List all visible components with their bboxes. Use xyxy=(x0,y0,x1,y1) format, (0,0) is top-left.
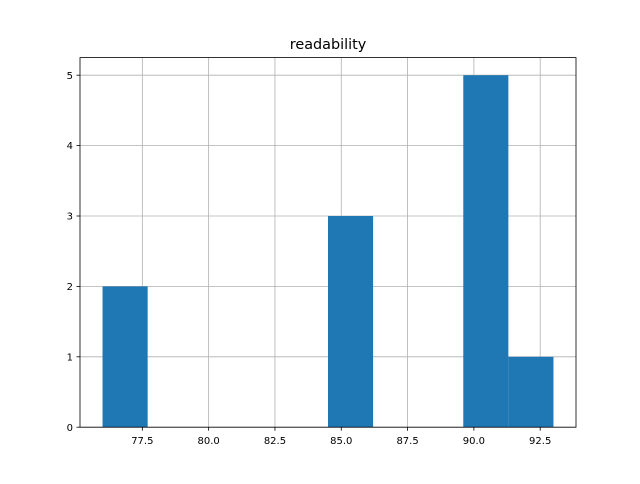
x-tick-label: 82.5 xyxy=(264,436,286,447)
y-tick-label: 4 xyxy=(67,141,73,152)
histogram-bar xyxy=(102,286,148,428)
x-tick-label: 90.0 xyxy=(463,436,485,447)
x-tick-label: 87.5 xyxy=(396,436,418,447)
histogram-bars xyxy=(102,75,554,428)
x-tick-label: 77.5 xyxy=(131,436,153,447)
y-tick-label: 0 xyxy=(67,423,73,434)
chart-title: readability xyxy=(290,37,367,53)
plot-frame xyxy=(79,57,577,428)
y-tick-label: 1 xyxy=(67,352,73,363)
y-tick-label: 2 xyxy=(67,282,73,293)
histogram-bar xyxy=(328,216,374,428)
histogram-bar xyxy=(463,75,509,428)
histogram-bar xyxy=(508,356,554,428)
y-tick-label: 5 xyxy=(67,71,73,82)
x-tick-label: 92.5 xyxy=(529,436,551,447)
x-axis-ticks: 77.5 80.0 82.5 85.0 87.5 90.0 92.5 xyxy=(131,427,551,447)
x-tick-label: 80.0 xyxy=(198,436,220,447)
y-tick-label: 3 xyxy=(67,212,73,223)
y-axis-ticks: 0 1 2 3 4 5 xyxy=(67,71,80,434)
x-tick-label: 85.0 xyxy=(330,436,352,447)
